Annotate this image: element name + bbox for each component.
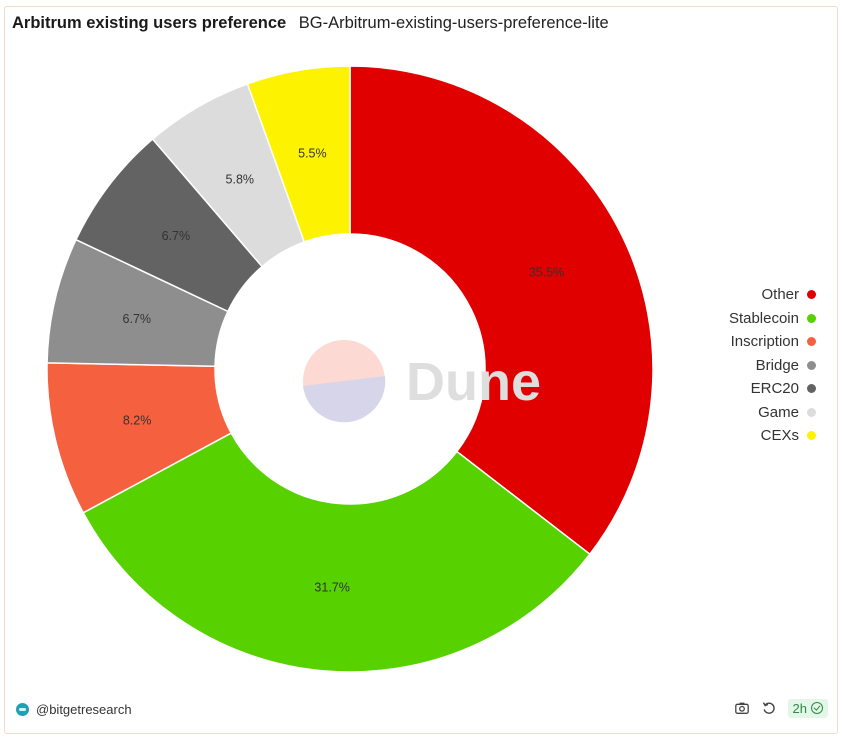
slice-label-erc20: 6.7% bbox=[162, 229, 191, 243]
legend-item-stablecoin[interactable]: Stablecoin bbox=[729, 307, 816, 331]
slice-label-bridge: 6.7% bbox=[123, 312, 152, 326]
slice-stablecoin[interactable] bbox=[82, 432, 591, 673]
legend-dot-icon bbox=[807, 407, 816, 417]
slice-cexs[interactable] bbox=[246, 65, 351, 243]
chart-title: Arbitrum existing users preference bbox=[12, 14, 287, 32]
legend-dot-icon bbox=[807, 360, 816, 370]
legend-label: Inscription bbox=[730, 333, 799, 351]
legend-label: Bridge bbox=[755, 356, 799, 374]
legend-item-erc20[interactable]: ERC20 bbox=[729, 377, 816, 401]
legend-dot-icon bbox=[807, 337, 816, 347]
slice-label-other: 35.5% bbox=[529, 265, 564, 279]
dune-logo-lower-icon bbox=[303, 376, 386, 423]
chart-legend: Other Stablecoin Inscription Bridge ERC20 Gam… bbox=[729, 283, 816, 448]
slice-label-game: 5.8% bbox=[226, 173, 255, 187]
legend-label: ERC20 bbox=[750, 380, 799, 398]
slice-other[interactable] bbox=[349, 65, 654, 556]
check-circle-icon bbox=[811, 702, 823, 714]
legend-item-bridge[interactable]: Bridge bbox=[729, 354, 816, 378]
slice-label-inscription: 8.2% bbox=[123, 413, 152, 427]
camera-icon[interactable] bbox=[731, 697, 753, 719]
author-avatar-icon bbox=[16, 703, 29, 716]
legend-dot-icon bbox=[807, 290, 816, 300]
legend-item-game[interactable]: Game bbox=[729, 401, 816, 425]
query-name: BG-Arbitrum-existing-users-preference-li… bbox=[298, 14, 609, 32]
legend-dot-icon bbox=[807, 384, 816, 394]
legend-dot-icon bbox=[807, 313, 816, 323]
refresh-status-badge[interactable]: 2h bbox=[787, 698, 828, 718]
refresh-icon[interactable] bbox=[758, 697, 780, 719]
legend-label: Stablecoin bbox=[728, 309, 799, 327]
slice-label-cexs: 5.5% bbox=[298, 146, 327, 160]
author-tag[interactable]: @bitgetresearch bbox=[16, 702, 132, 717]
legend-item-other[interactable]: Other bbox=[729, 283, 816, 307]
author-name: @bitgetresearch bbox=[36, 702, 132, 717]
legend-label: Game bbox=[758, 403, 799, 421]
dune-watermark: Dune bbox=[303, 340, 541, 423]
chart-actions: 2h bbox=[726, 697, 828, 719]
legend-item-cexs[interactable]: CEXs bbox=[729, 424, 816, 448]
watermark-text: Dune bbox=[406, 352, 541, 412]
legend-label: Other bbox=[761, 286, 799, 304]
refresh-age: 2h bbox=[792, 700, 807, 716]
legend-label: CEXs bbox=[760, 427, 799, 445]
legend-dot-icon bbox=[807, 431, 816, 441]
legend-item-inscription[interactable]: Inscription bbox=[729, 330, 816, 354]
chart-header: Arbitrum existing users preference BG-Ar… bbox=[12, 14, 609, 33]
slice-label-stablecoin: 31.7% bbox=[314, 580, 349, 594]
